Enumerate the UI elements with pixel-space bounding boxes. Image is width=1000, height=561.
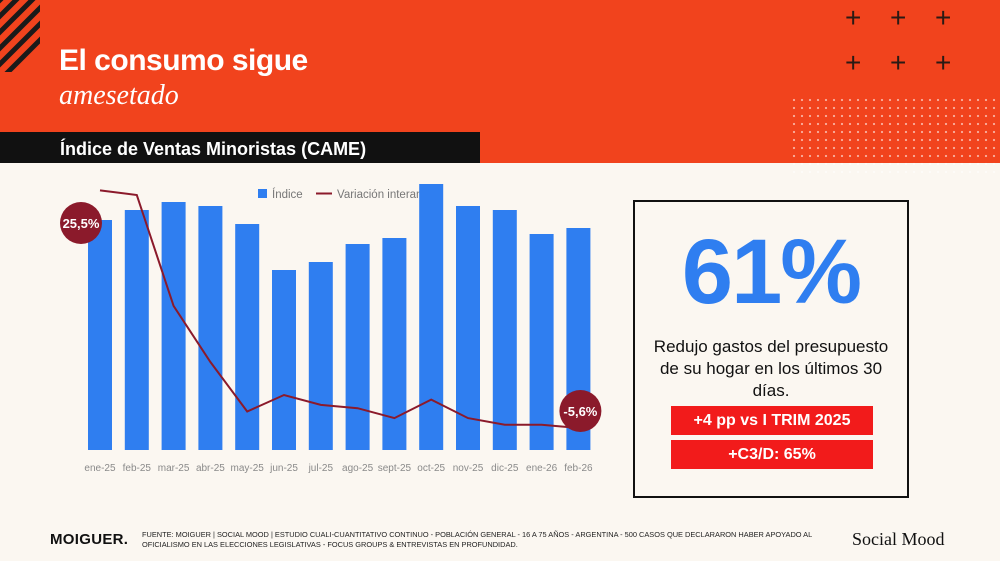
bar	[235, 224, 260, 450]
badge-c3d: +C3/D: 65%	[671, 440, 873, 469]
data-label-circle-last	[559, 390, 602, 432]
chart-subtitle: Índice de Ventas Minoristas (CAME)	[60, 139, 367, 159]
plus-icon: +	[935, 2, 952, 33]
x-tick-label: feb-25	[123, 463, 152, 474]
variation-line	[99, 189, 579, 429]
legend-label-variation: Variación interanual	[337, 189, 438, 201]
subtitle-bar	[0, 132, 480, 163]
page-title: El consumo sigue	[59, 44, 308, 77]
bar	[161, 202, 186, 450]
bar	[308, 262, 333, 450]
x-tick-label: ago-25	[342, 463, 374, 474]
bar	[272, 270, 296, 450]
x-tick-label: mar-25	[158, 463, 190, 474]
bar	[345, 244, 370, 450]
data-label-last: -5,6%	[563, 404, 597, 419]
bar	[456, 206, 480, 450]
plus-icon: +	[890, 47, 907, 78]
moiguer-logo: MOIGUER.	[50, 531, 129, 548]
legend-swatch-index	[258, 189, 267, 198]
x-tick-label: ene-26	[526, 463, 558, 474]
data-label-first: 25,5%	[63, 216, 100, 231]
x-tick-label: abr-25	[196, 463, 225, 474]
x-tick-label: ene-25	[84, 463, 116, 474]
chart-panel: Índice Variación interanual ene-25 feb-25 ma…	[40, 163, 640, 483]
legend-label-index: Índice	[272, 188, 303, 201]
x-tick-label: oct-25	[417, 463, 445, 474]
data-label-circle-first	[60, 202, 102, 244]
bar	[88, 220, 112, 450]
stat-value: 61%	[681, 221, 862, 323]
bar	[529, 234, 554, 450]
plus-icon: +	[845, 47, 862, 78]
bar	[124, 210, 149, 450]
x-tick-label: dic-25	[491, 463, 519, 474]
plus-icon: +	[890, 2, 907, 33]
social-mood-logo: Social Mood	[852, 529, 945, 549]
x-tick-label: jun-25	[269, 463, 298, 474]
x-tick-label: sept-25	[378, 463, 412, 474]
retail-sales-chart: Índice Variación interanual ene-25 feb-25 ma…	[60, 184, 602, 474]
diagonal-stripes-decoration	[0, 0, 40, 72]
x-tick-label: may-25	[231, 463, 265, 474]
x-tick-label: nov-25	[453, 463, 484, 474]
plus-icon: +	[845, 2, 862, 33]
stat-description: Redujo gastos del presupuesto de su hoga…	[653, 337, 889, 400]
x-tick-label: feb-26	[564, 463, 593, 474]
footer-source: FUENTE: MOIGUER | SOCIAL MOOD | ESTUDIO …	[142, 530, 812, 549]
bar	[492, 210, 517, 450]
plus-icon: +	[935, 47, 952, 78]
dot-pattern-decoration	[790, 96, 1000, 176]
bar	[198, 206, 223, 450]
page-title-italic: amesetado	[59, 80, 179, 111]
x-tick-label: jul-25	[308, 463, 334, 474]
badge-vs-trim: +4 pp vs I TRIM 2025	[671, 406, 873, 435]
bar	[419, 184, 444, 450]
